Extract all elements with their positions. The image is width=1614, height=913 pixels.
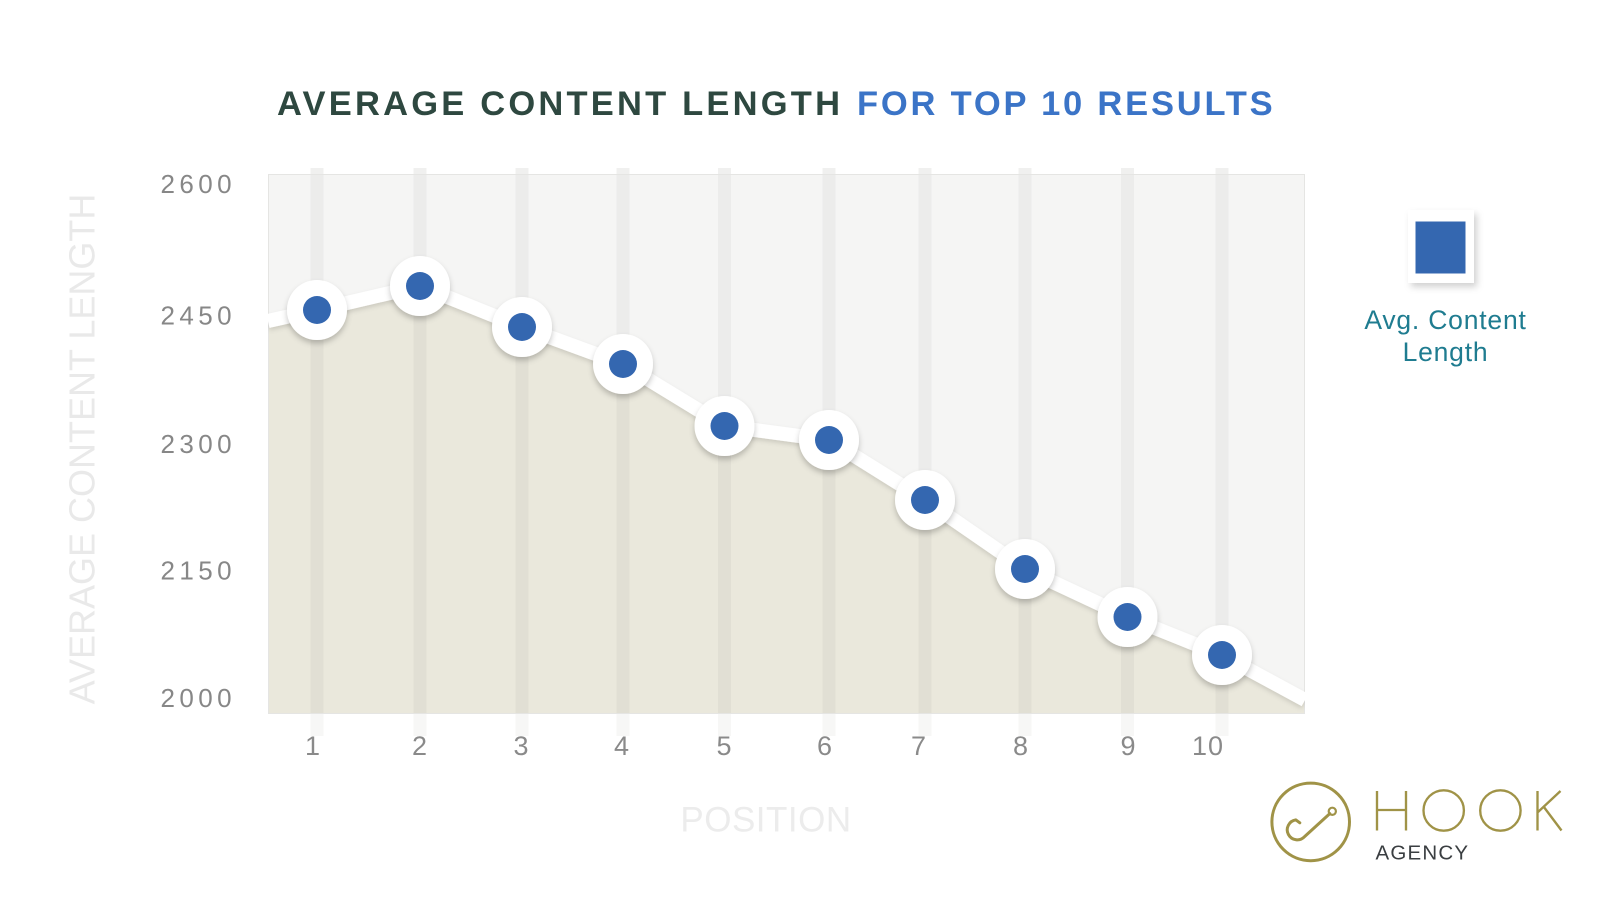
svg-text:8: 8 — [1013, 731, 1029, 761]
svg-text:2600: 2600 — [161, 169, 236, 199]
svg-text:4: 4 — [614, 731, 630, 761]
svg-text:1: 1 — [305, 731, 321, 761]
svg-text:AVERAGE CONTENT LENGTH: AVERAGE CONTENT LENGTH — [62, 194, 103, 705]
svg-text:2000: 2000 — [161, 683, 236, 713]
svg-text:AGENCY: AGENCY — [1376, 842, 1470, 865]
svg-text:2300: 2300 — [161, 429, 236, 459]
svg-text:6: 6 — [817, 731, 833, 761]
svg-text:2: 2 — [412, 731, 428, 761]
svg-text:Length: Length — [1403, 337, 1489, 367]
svg-text:AVERAGE CONTENT LENGTH: AVERAGE CONTENT LENGTH — [277, 85, 843, 123]
svg-text:9: 9 — [1120, 731, 1136, 761]
svg-text:2450: 2450 — [161, 301, 236, 331]
svg-text:Avg. Content: Avg. Content — [1364, 305, 1526, 335]
svg-text:3: 3 — [513, 731, 529, 761]
svg-text:POSITION: POSITION — [680, 801, 851, 840]
svg-text:5: 5 — [716, 731, 732, 761]
svg-text:FOR TOP 10 RESULTS: FOR TOP 10 RESULTS — [857, 85, 1275, 123]
svg-text:10: 10 — [1192, 731, 1224, 761]
svg-text:7: 7 — [911, 731, 927, 761]
svg-text:2150: 2150 — [161, 556, 236, 586]
